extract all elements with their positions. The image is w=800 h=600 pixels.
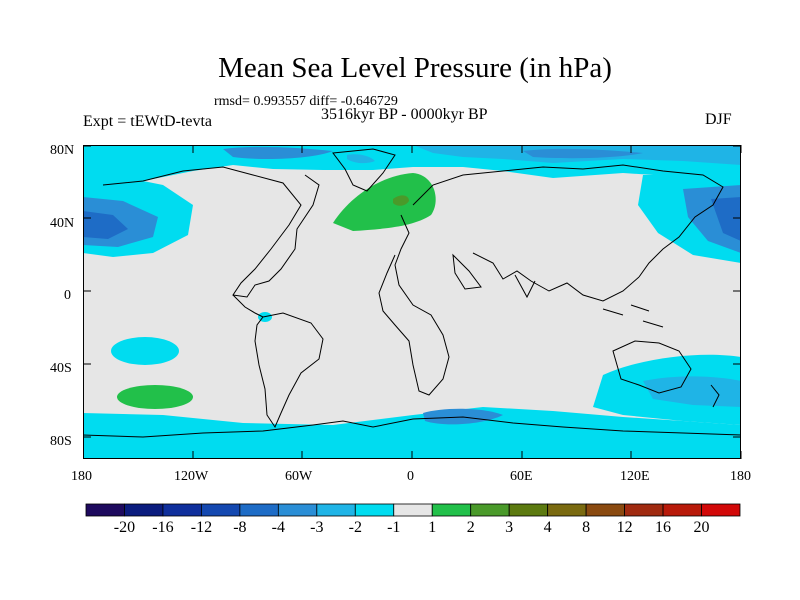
y-tick-80n: 80N bbox=[50, 143, 75, 158]
colorbar-swatch bbox=[162, 503, 202, 517]
x-tick-120e: 120E bbox=[620, 469, 650, 484]
coast-new-zealand bbox=[710, 384, 720, 408]
colorbar-label: 8 bbox=[582, 519, 591, 536]
y-tick-80s: 80S bbox=[50, 434, 72, 449]
north-atlantic-positive bbox=[333, 173, 436, 231]
colorbar-label: 1 bbox=[428, 519, 437, 536]
coast-europe-africa bbox=[378, 214, 450, 396]
x-tick-120w: 120W bbox=[174, 469, 209, 484]
coast-southeast-asia-islands bbox=[602, 304, 664, 328]
south-pacific-positive-oval bbox=[117, 385, 193, 409]
colorbar-swatch bbox=[85, 503, 125, 517]
colorbar-label: 3 bbox=[505, 519, 514, 536]
north-pacific-west-darker bbox=[711, 197, 741, 241]
colorbar-swatch bbox=[508, 503, 549, 517]
coast-central-america bbox=[232, 294, 264, 318]
colorbar-swatch bbox=[431, 503, 472, 517]
colorbar-label: -2 bbox=[348, 519, 362, 536]
colorbar-label: -12 bbox=[190, 519, 213, 536]
colorbar-swatch bbox=[277, 503, 318, 517]
arctic-dark-patches bbox=[223, 146, 643, 159]
colorbar-label: -8 bbox=[233, 519, 247, 536]
season-label: DJF bbox=[705, 111, 732, 128]
coast-south-asia bbox=[472, 252, 640, 302]
colorbar-label: 4 bbox=[543, 519, 552, 536]
x-tick-180-right: 180 bbox=[730, 469, 751, 484]
north-atlantic-positive-core bbox=[393, 195, 409, 206]
greenland-negative-patch bbox=[347, 154, 375, 164]
colorbar-label: -16 bbox=[152, 519, 174, 536]
colorbar-swatch bbox=[124, 503, 164, 517]
y-tick-40s: 40S bbox=[50, 361, 72, 376]
coast-north-america bbox=[102, 166, 320, 298]
colorbar-label: 16 bbox=[655, 519, 672, 536]
colorbar-swatch bbox=[393, 503, 433, 517]
rmsd-diff-stats: rmsd= 0.993557 diff= -0.646729 bbox=[214, 94, 398, 109]
period-label: 3516kyr BP - 0000kyr BP bbox=[321, 106, 488, 123]
south-pacific-negative-oval bbox=[111, 337, 179, 365]
colorbar-label: -1 bbox=[387, 519, 401, 536]
north-pacific-east-darker bbox=[83, 211, 128, 239]
colorbar-swatch bbox=[701, 503, 741, 517]
colorbar-label: -3 bbox=[310, 519, 324, 536]
x-tick-180-left: 180 bbox=[71, 469, 92, 484]
x-tick-60w: 60W bbox=[285, 469, 313, 484]
colorbar-swatch bbox=[354, 503, 395, 517]
coast-south-america bbox=[254, 312, 324, 429]
colorbar-label: 12 bbox=[616, 519, 633, 536]
colorbar-swatch bbox=[470, 503, 510, 517]
colorbar-label: 2 bbox=[466, 519, 475, 536]
figure-title: Mean Sea Level Pressure (in hPa) bbox=[218, 52, 612, 84]
colorbar-swatch bbox=[585, 503, 625, 517]
coast-eurasia-north bbox=[412, 164, 724, 278]
colorbar bbox=[85, 503, 741, 517]
colorbar-swatch bbox=[547, 503, 587, 517]
colorbar-swatch bbox=[201, 503, 241, 517]
y-tick-40n: 40N bbox=[50, 216, 75, 231]
x-tick-60e: 60E bbox=[510, 469, 533, 484]
colorbar-swatch bbox=[239, 503, 279, 517]
coast-greenland bbox=[332, 148, 396, 192]
coast-india bbox=[514, 274, 536, 299]
southern-ocean-band bbox=[83, 407, 741, 459]
coast-australia bbox=[612, 340, 692, 394]
colorbar-swatch bbox=[624, 503, 664, 517]
colorbar-label: -4 bbox=[271, 519, 285, 536]
y-tick-0: 0 bbox=[64, 288, 71, 303]
pressure-anomaly-map bbox=[83, 145, 742, 459]
coast-arabia bbox=[452, 253, 482, 290]
colorbar-label: 20 bbox=[693, 519, 710, 536]
experiment-label: Expt = tEWtD-tevta bbox=[83, 113, 212, 130]
colorbar-swatch bbox=[316, 503, 356, 517]
coast-antarctica bbox=[83, 416, 741, 438]
x-tick-0: 0 bbox=[407, 469, 414, 484]
colorbar-swatch bbox=[662, 503, 702, 517]
colorbar-label: -20 bbox=[113, 519, 136, 536]
